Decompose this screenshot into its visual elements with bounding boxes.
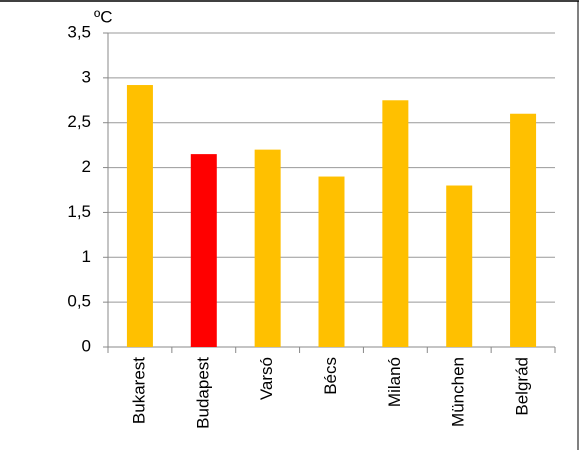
y-unit: ºC (94, 7, 113, 26)
bar (510, 113, 537, 347)
x-tick-label: Belgrád (513, 357, 532, 416)
x-tick-label: Bukarest (129, 357, 148, 424)
bar (254, 149, 281, 347)
x-tick-label: München (449, 357, 468, 427)
y-tick-label: 0,5 (67, 292, 91, 311)
bar (382, 100, 409, 348)
bar (446, 185, 473, 347)
x-tick-label: Budapest (193, 357, 212, 429)
bar (318, 176, 345, 347)
y-tick-label: 1,5 (67, 202, 91, 221)
y-tick-label: 0 (82, 336, 91, 355)
bar (126, 85, 153, 347)
y-tick-label: 3,5 (67, 22, 91, 41)
y-tick-label: 2 (82, 157, 91, 176)
y-tick-label: 3 (82, 67, 91, 86)
x-tick-label: Milanó (385, 357, 404, 407)
x-tick-label: Varsó (257, 357, 276, 400)
y-tick-label: 1 (82, 247, 91, 266)
x-tick-label: Bécs (321, 357, 340, 395)
bar (190, 154, 217, 347)
y-tick-label: 2,5 (67, 112, 91, 131)
